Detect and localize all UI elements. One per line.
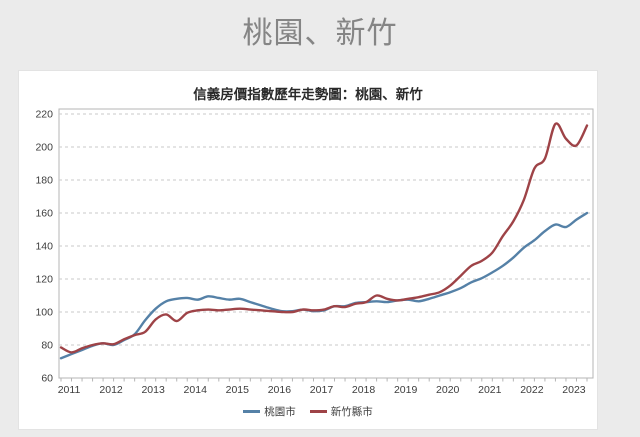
chart-legend: 桃園市 新竹縣市 (19, 404, 597, 419)
svg-text:160: 160 (35, 208, 53, 220)
taoyuan-line-swatch (243, 410, 261, 413)
svg-text:2014: 2014 (184, 384, 208, 396)
svg-text:2022: 2022 (520, 384, 544, 396)
legend-item-taoyuan: 桃園市 (243, 404, 296, 419)
svg-text:200: 200 (35, 142, 53, 154)
legend-label-hsinchu: 新竹縣市 (330, 406, 373, 418)
series-line-0 (59, 211, 589, 360)
svg-text:2020: 2020 (436, 384, 460, 396)
chart-title: 信義房價指數歷年走勢圖：桃園、新竹 (193, 87, 423, 102)
plot-frame (58, 108, 594, 379)
svg-text:2011: 2011 (58, 384, 81, 396)
svg-text:2016: 2016 (268, 384, 292, 396)
svg-text:80: 80 (41, 340, 53, 352)
svg-text:120: 120 (35, 274, 53, 286)
y-axis-labels: 60 80 100 120 140 160 180 200 220 (35, 109, 53, 385)
chart-card: 信義房價指數歷年走勢圖：桃園、新竹 60 80 100 120 140 160 180 200… (18, 70, 598, 430)
page-title: 桃園、新竹 (242, 17, 398, 50)
svg-text:220: 220 (35, 109, 53, 121)
svg-text:140: 140 (35, 241, 53, 253)
series-line-1 (59, 122, 589, 354)
svg-text:180: 180 (35, 175, 53, 187)
gridlines (59, 113, 593, 346)
svg-text:2019: 2019 (394, 384, 418, 396)
svg-text:2013: 2013 (141, 384, 165, 396)
legend-label-taoyuan: 桃園市 (264, 406, 296, 418)
svg-text:100: 100 (35, 307, 53, 319)
legend-item-hsinchu: 新竹縣市 (309, 404, 373, 419)
svg-text:2018: 2018 (352, 384, 376, 396)
svg-text:2017: 2017 (310, 384, 334, 396)
svg-text:2023: 2023 (562, 384, 586, 396)
svg-text:2021: 2021 (478, 384, 502, 396)
hsinchu-line-swatch (309, 410, 327, 413)
svg-text:60: 60 (41, 373, 53, 385)
x-axis-ticks (60, 378, 588, 382)
svg-text:2012: 2012 (99, 384, 123, 396)
svg-text:2015: 2015 (226, 384, 250, 396)
x-axis-labels: 2011 2012 2013 2014 2015 2016 2017 2018 2019 2020… (58, 384, 586, 396)
